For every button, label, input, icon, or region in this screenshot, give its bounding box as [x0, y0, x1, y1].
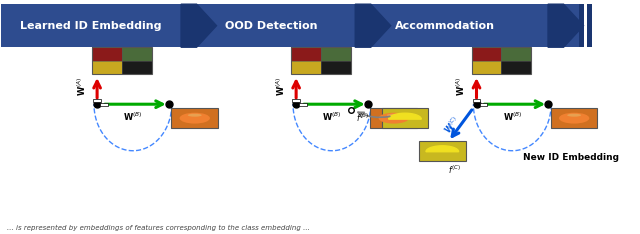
Bar: [371, 108, 417, 128]
Bar: [291, 47, 351, 74]
Bar: [172, 108, 218, 128]
Bar: [321, 47, 351, 61]
Bar: [100, 103, 108, 106]
Ellipse shape: [567, 114, 581, 117]
Bar: [291, 47, 321, 61]
Text: ... is represented by embeddings of features corresponding to the class embeddin: ... is represented by embeddings of feat…: [7, 225, 310, 231]
Text: $\mathbf{W}^{(C)}$: $\mathbf{W}^{(C)}$: [441, 114, 462, 136]
Text: $f^{(C)}$: $f^{(C)}$: [449, 164, 461, 176]
Bar: [292, 99, 300, 102]
Bar: [473, 99, 480, 102]
Ellipse shape: [387, 114, 401, 117]
Text: OOD Detection: OOD Detection: [225, 21, 317, 31]
Text: $\mathbf{W}^{(B)}$: $\mathbf{W}^{(B)}$: [123, 111, 143, 123]
Text: $f^{(C)}$: $f^{(C)}$: [356, 112, 369, 124]
Bar: [472, 61, 501, 74]
Bar: [92, 61, 122, 74]
Bar: [321, 61, 351, 74]
Bar: [501, 61, 531, 74]
Bar: [92, 47, 122, 61]
Ellipse shape: [379, 113, 409, 124]
Bar: [551, 108, 598, 128]
Bar: [472, 47, 531, 74]
Polygon shape: [355, 4, 390, 47]
Bar: [92, 47, 152, 74]
Text: Learned ID Embedding: Learned ID Embedding: [20, 21, 162, 31]
Bar: [300, 103, 307, 106]
Text: $\mathbf{W}^{(A)}$: $\mathbf{W}^{(A)}$: [455, 77, 467, 96]
Bar: [472, 47, 501, 61]
Bar: [291, 61, 321, 74]
Text: New ID Embedding: New ID Embedding: [523, 153, 619, 162]
Polygon shape: [181, 4, 216, 47]
Text: $\mathbf{W}^{(B)}$: $\mathbf{W}^{(B)}$: [322, 111, 342, 123]
Bar: [501, 47, 531, 61]
Bar: [122, 47, 152, 61]
Bar: [419, 141, 466, 161]
Text: $\mathbf{W}^{(A)}$: $\mathbf{W}^{(A)}$: [275, 77, 287, 96]
Bar: [587, 4, 591, 47]
Bar: [381, 108, 428, 128]
Ellipse shape: [188, 114, 202, 117]
Text: Accommodation: Accommodation: [396, 21, 495, 31]
Ellipse shape: [180, 113, 210, 124]
Polygon shape: [388, 113, 421, 119]
Polygon shape: [548, 4, 584, 47]
Ellipse shape: [559, 113, 589, 124]
Bar: [579, 4, 584, 47]
Bar: [1, 4, 579, 47]
Bar: [479, 103, 487, 106]
Text: $\mathbf{W}^{(A)}$: $\mathbf{W}^{(A)}$: [76, 77, 88, 96]
Bar: [93, 99, 101, 102]
Bar: [122, 61, 152, 74]
Text: $\mathbf{W}^{(B)}$: $\mathbf{W}^{(B)}$: [502, 111, 522, 123]
Polygon shape: [426, 146, 459, 152]
